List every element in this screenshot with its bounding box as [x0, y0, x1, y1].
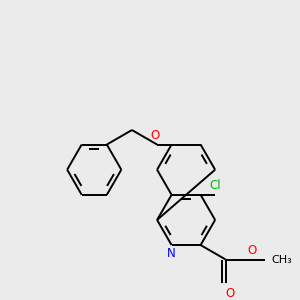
Text: N: N: [167, 248, 175, 260]
Text: O: O: [150, 129, 159, 142]
Text: Cl: Cl: [209, 179, 221, 192]
Text: CH₃: CH₃: [272, 255, 292, 265]
Text: O: O: [247, 244, 256, 256]
Text: O: O: [226, 287, 235, 300]
